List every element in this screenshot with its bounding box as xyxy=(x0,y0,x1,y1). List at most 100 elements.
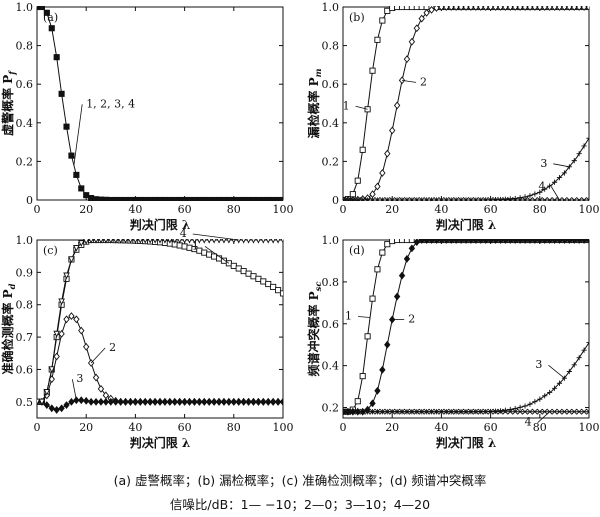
data-point-marker xyxy=(433,6,440,12)
data-point-marker xyxy=(536,408,543,415)
series-line xyxy=(343,6,589,201)
data-point-marker xyxy=(527,408,533,415)
series-line xyxy=(343,342,589,413)
data-point-marker xyxy=(152,196,159,201)
y-tick-label: 1.0 xyxy=(16,234,34,247)
data-point-marker xyxy=(192,239,197,244)
data-point-marker xyxy=(467,239,475,244)
data-point-marker xyxy=(93,239,99,244)
data-point-marker xyxy=(122,397,129,406)
data-point-marker xyxy=(196,196,203,201)
data-point-marker xyxy=(245,196,252,201)
data-point-marker xyxy=(527,197,533,201)
data-point-marker xyxy=(167,239,173,244)
data-point-marker xyxy=(537,396,543,402)
data-point-marker xyxy=(98,239,104,244)
data-point-marker xyxy=(561,239,568,244)
data-point-marker xyxy=(275,287,282,294)
data-point-marker xyxy=(215,397,223,406)
data-point-marker xyxy=(221,239,227,244)
data-point-marker xyxy=(403,6,411,11)
data-point-marker xyxy=(172,239,178,244)
data-point-marker xyxy=(78,326,85,335)
data-point-marker xyxy=(389,408,396,415)
data-point-marker xyxy=(240,268,247,275)
x-axis-label: 判决门限 λ xyxy=(130,217,191,232)
data-point-marker xyxy=(576,408,583,415)
x-tick-label: 40 xyxy=(434,421,448,434)
y-tick-label: 0.4 xyxy=(322,360,340,373)
data-point-marker xyxy=(472,197,479,201)
data-point-marker xyxy=(38,398,46,406)
data-point-marker xyxy=(576,355,582,361)
data-point-marker xyxy=(536,6,543,11)
data-point-marker xyxy=(492,239,499,244)
annotation-leader xyxy=(551,186,560,201)
annotation-leader xyxy=(204,245,230,264)
data-point-marker xyxy=(255,196,262,201)
data-point-marker xyxy=(251,239,256,244)
y-tick-label: 0.6 xyxy=(322,78,340,91)
data-point-marker xyxy=(206,196,213,201)
data-point-marker xyxy=(433,197,440,201)
data-point-marker xyxy=(566,6,573,11)
data-point-marker xyxy=(274,397,282,406)
series-2 xyxy=(37,312,283,406)
x-tick-label: 60 xyxy=(484,203,498,216)
data-point-marker xyxy=(369,67,376,74)
data-point-marker xyxy=(393,292,401,301)
data-point-marker xyxy=(502,239,509,244)
data-point-marker xyxy=(575,6,583,11)
data-point-marker xyxy=(279,290,283,297)
series-annotation: 1 xyxy=(343,99,350,112)
data-point-marker xyxy=(536,197,543,201)
y-tick-label: 0.2 xyxy=(322,155,340,168)
data-point-marker xyxy=(389,239,396,245)
data-point-marker xyxy=(191,397,198,406)
data-point-marker xyxy=(556,380,563,386)
y-tick-label: 1.0 xyxy=(322,234,340,247)
data-point-marker xyxy=(359,408,366,415)
data-point-marker xyxy=(526,6,534,11)
data-point-marker xyxy=(389,6,396,12)
data-point-marker xyxy=(517,408,524,415)
data-point-marker xyxy=(571,239,578,244)
data-point-marker xyxy=(580,6,588,11)
y-tick-label: 0.6 xyxy=(16,78,34,91)
data-point-marker xyxy=(458,408,464,415)
data-point-marker xyxy=(443,408,450,415)
data-point-marker xyxy=(384,340,391,349)
y-tick-label: 0.8 xyxy=(16,299,34,312)
data-point-marker xyxy=(250,196,257,201)
x-tick-label: 0 xyxy=(340,421,347,434)
data-point-marker xyxy=(585,239,589,244)
series-annotation: 3 xyxy=(540,157,547,170)
data-point-marker xyxy=(137,196,144,201)
data-point-marker xyxy=(128,239,133,244)
data-point-marker xyxy=(399,408,405,415)
data-point-marker xyxy=(240,196,247,201)
data-point-marker xyxy=(230,397,237,406)
data-point-marker xyxy=(541,197,548,201)
data-point-marker xyxy=(487,408,494,415)
x-tick-label: 80 xyxy=(227,203,241,216)
x-tick-label: 80 xyxy=(227,421,241,434)
x-tick-label: 60 xyxy=(484,421,498,434)
data-point-marker xyxy=(123,239,128,244)
data-point-marker xyxy=(571,197,578,201)
data-point-marker xyxy=(379,365,386,374)
series-annotation: 2 xyxy=(408,313,415,326)
data-point-marker xyxy=(516,239,524,244)
data-point-marker xyxy=(586,197,589,201)
data-point-marker xyxy=(48,366,56,374)
data-point-marker xyxy=(408,244,416,253)
data-point-marker xyxy=(92,373,100,382)
data-point-marker xyxy=(369,399,376,408)
data-point-marker xyxy=(492,408,499,415)
data-point-marker xyxy=(211,253,218,260)
data-point-marker xyxy=(147,239,153,244)
data-point-marker xyxy=(547,389,553,396)
data-point-marker xyxy=(423,408,430,415)
annotation-leader xyxy=(90,347,106,364)
